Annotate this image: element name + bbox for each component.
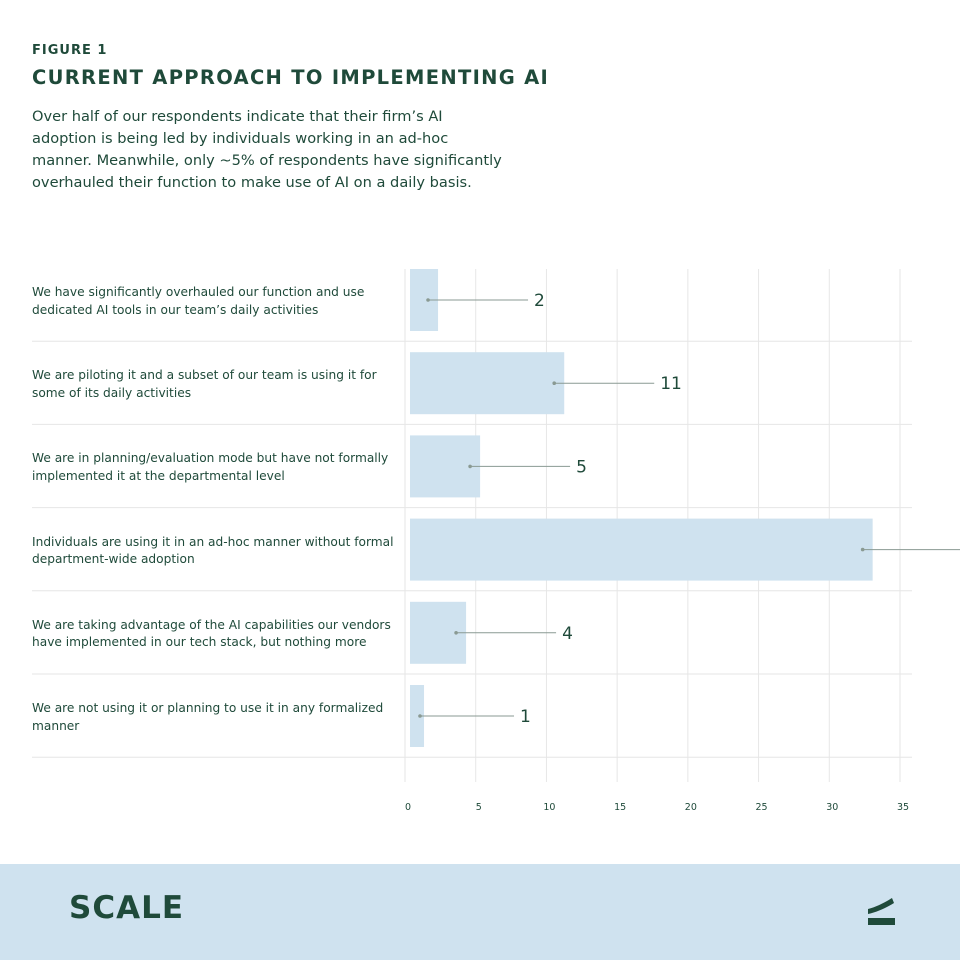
value-label-5: 1: [520, 707, 531, 727]
leader-dot-1: [552, 381, 557, 386]
x-axis-ticks: 0 5 10 15 20 25 30 35: [405, 802, 909, 813]
figure-label: FIGURE 1: [32, 43, 108, 58]
category-label-1: We are piloting it and a subset of our t…: [32, 368, 377, 400]
figure-subtitle: Over half of our respondents indicate th…: [32, 108, 502, 191]
x-tick-label-6: 30: [826, 802, 838, 813]
leader-dot-5: [418, 714, 422, 718]
leader-lines: [418, 298, 960, 718]
scale-logo: SCALE: [69, 890, 184, 926]
x-tick-label-7: 35: [897, 802, 909, 813]
value-label-2: 5: [576, 457, 587, 477]
leader-dot-0: [426, 298, 430, 302]
value-label-0: 2: [534, 291, 545, 311]
x-tick-label-4: 20: [685, 802, 697, 813]
value-label-1: 11: [660, 374, 682, 394]
bars: [410, 269, 873, 747]
x-tick-label-3: 15: [614, 802, 626, 813]
figure-title: CURRENT APPROACH TO IMPLEMENTING AI: [32, 66, 550, 89]
category-label-5: We are not using it or planning to use i…: [32, 701, 384, 733]
x-tick-label-0: 0: [405, 802, 411, 813]
bar-3: [410, 518, 873, 581]
scale-mark-icon: [868, 898, 895, 925]
x-tick-label-1: 5: [476, 802, 482, 813]
leader-dot-4: [454, 631, 458, 635]
footer-band: SCALE: [0, 864, 960, 960]
value-label-4: 4: [562, 624, 573, 644]
bar-1: [410, 352, 565, 415]
value-labels: 21153341: [520, 291, 682, 727]
x-tick-label-2: 10: [543, 802, 555, 813]
category-label-2: We are in planning/evaluation mode but h…: [32, 451, 389, 483]
x-tick-label-5: 25: [756, 802, 768, 813]
category-label-3: Individuals are using it in an ad-hoc ma…: [32, 534, 394, 567]
leader-dot-2: [468, 464, 472, 469]
bar-5: [410, 685, 425, 747]
category-label-0: We have significantly overhauled our fun…: [32, 285, 365, 317]
leader-dot-3: [860, 547, 865, 552]
category-label-4: We are taking advantage of the AI capabi…: [32, 617, 391, 650]
